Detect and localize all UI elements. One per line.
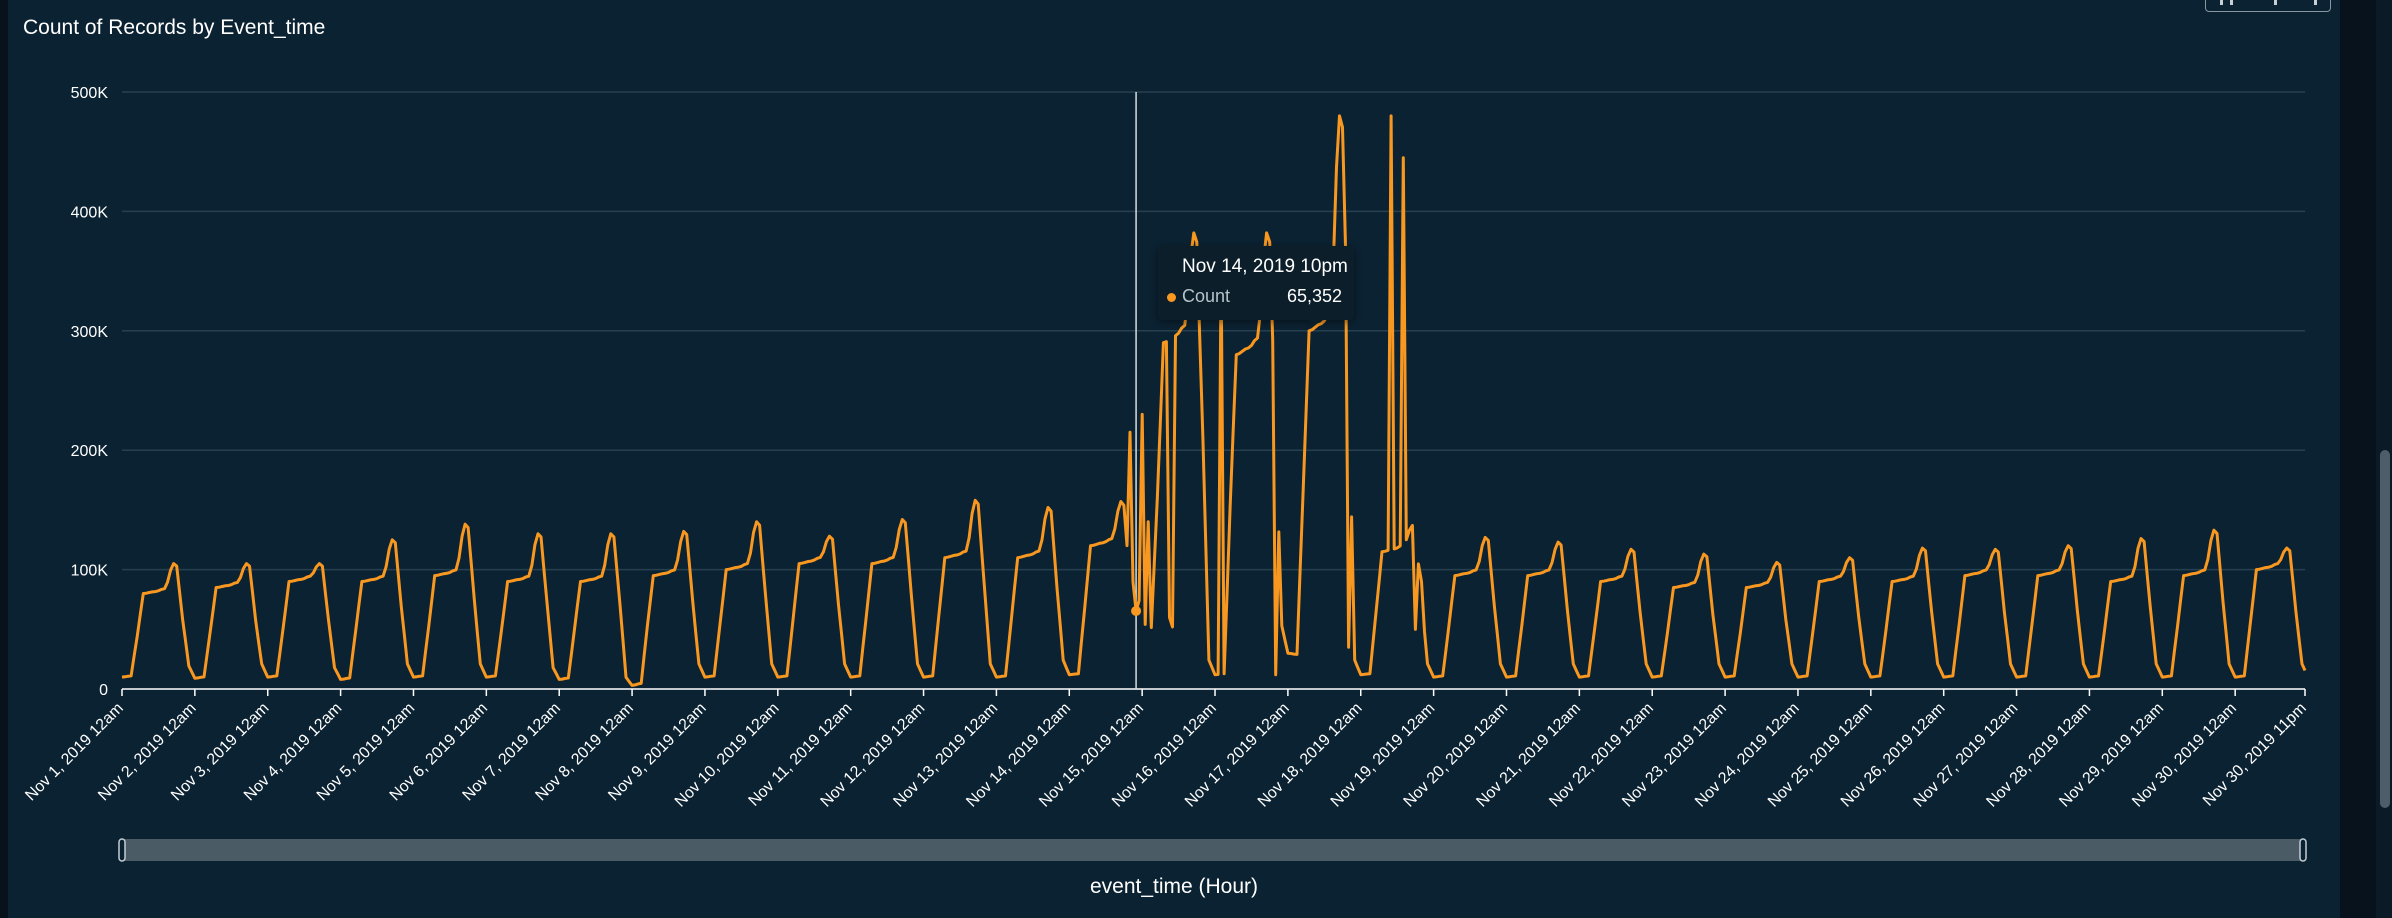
x-axis-title: event_time (Hour) <box>1090 875 1258 898</box>
y-tick-label: 100K <box>71 563 109 580</box>
y-tick-label: 200K <box>71 443 109 460</box>
chart-title: Count of Records by Event_time <box>23 16 326 39</box>
y-tick-label: 500K <box>71 85 109 102</box>
hover-point <box>1131 605 1142 616</box>
tooltip-series-dot <box>1167 293 1176 302</box>
tooltip-label: Count <box>1182 286 1231 306</box>
gridlines <box>122 91 2305 571</box>
y-axis: 0 100K 200K 300K 400K 500K <box>71 85 109 699</box>
tooltip: Nov 14, 2019 10pm Count 65,352 <box>1158 246 1354 320</box>
toolbar-icon[interactable] <box>2274 0 2277 5</box>
tooltip-value: 65,352 <box>1286 286 1342 306</box>
toolbar-icon[interactable] <box>2220 0 2223 5</box>
tooltip-title: Nov 14, 2019 10pm <box>1182 256 1348 277</box>
visual-toolbar[interactable] <box>2205 0 2331 12</box>
y-tick-label: 400K <box>71 204 109 221</box>
toolbar-icon[interactable] <box>2230 0 2233 5</box>
range-slider-track[interactable] <box>121 839 2304 861</box>
range-slider[interactable] <box>118 838 2307 862</box>
tooltip-caret <box>1310 320 1320 325</box>
range-slider-left-handle[interactable] <box>118 838 126 862</box>
y-tick-label: 300K <box>71 324 109 341</box>
scrollbar-thumb[interactable] <box>2380 450 2390 808</box>
range-slider-right-handle[interactable] <box>2299 838 2307 862</box>
series-line-count[interactable] <box>121 114 2307 687</box>
toolbar-icon[interactable] <box>2314 0 2317 5</box>
x-axis <box>121 688 2306 696</box>
y-tick-label: 0 <box>99 682 108 699</box>
